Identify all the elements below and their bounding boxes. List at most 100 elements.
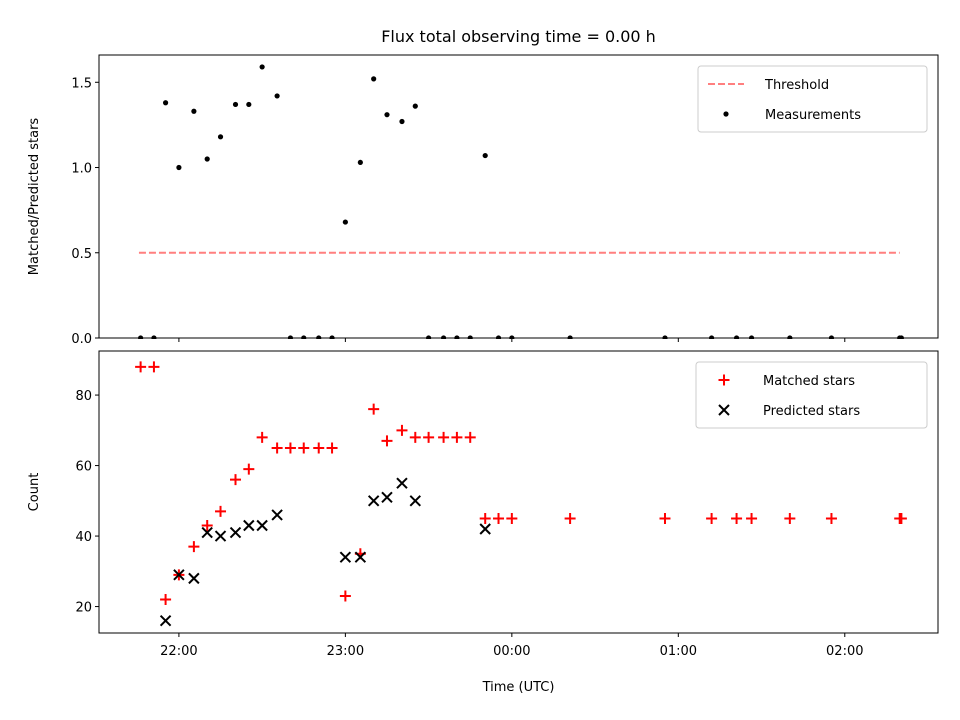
predicted-stars-point (159, 614, 172, 627)
predicted-stars-point (339, 551, 352, 563)
y-tick-label: 80 (75, 389, 92, 404)
matched-stars-point (825, 512, 837, 524)
matched-stars-point (464, 431, 476, 443)
measurements-point (482, 152, 488, 159)
measurements-point (371, 76, 377, 82)
matched-stars-point (506, 512, 518, 524)
y-tick-label: 20 (75, 601, 92, 616)
axes-frame (98, 54, 939, 339)
measurements-point (162, 100, 169, 106)
predicted-stars-point (271, 509, 283, 521)
y-tick-label: 0.0 (71, 332, 92, 347)
matched-stars-point (381, 435, 393, 447)
matched-stars-point (326, 442, 338, 454)
matched-stars-point (160, 594, 172, 606)
y-tick-label: 1.5 (71, 76, 92, 91)
matched-stars-point (659, 512, 671, 524)
matched-stars-point (148, 361, 160, 373)
matched-stars-point (230, 474, 242, 486)
predicted-stars-point (367, 495, 380, 507)
predicted-stars-point (354, 551, 367, 563)
measurements-point (412, 103, 418, 109)
predicted-stars-point (173, 569, 185, 581)
matched-stars-point (706, 512, 718, 524)
predicted-stars-point (229, 526, 242, 539)
count-panel: 20 40 60 80 22:00 23:00 00:00 01:00 02:00 Count Ti… (27, 350, 939, 695)
predicted-stars-point (201, 526, 213, 539)
y-tick-label: 60 (75, 460, 92, 475)
measurements-point (274, 93, 280, 99)
matched-stars-point (409, 431, 421, 443)
y-tick-label: 1.0 (71, 162, 92, 177)
legend-handle (718, 374, 730, 386)
measurements-point (357, 159, 363, 166)
x-tick-label: 23:00 (327, 644, 364, 659)
matched-stars-point (731, 512, 743, 524)
legend-box (697, 65, 928, 133)
measurements-point (399, 118, 405, 125)
matched-stars-point (271, 442, 283, 454)
predicted-stars-point (214, 530, 227, 542)
legend: Matched stars Predicted stars (695, 361, 928, 429)
predicted-stars-point (256, 519, 268, 532)
matched-stars-point (368, 403, 380, 415)
matched-stars-point (215, 505, 227, 517)
matched-stars-point (135, 361, 147, 373)
matched-stars-point (201, 519, 213, 531)
measurements-point (176, 164, 182, 171)
matched-stars-point (564, 512, 576, 524)
measurements-point (232, 101, 239, 108)
matched-stars-point (895, 512, 907, 524)
matched-stars-point (313, 442, 325, 454)
matched-stars-point (243, 463, 255, 475)
x-tick-label: 22:00 (160, 644, 197, 659)
matched-stars-point (339, 590, 351, 602)
matched-stars-point (256, 431, 268, 443)
data-marks (135, 361, 907, 627)
matched-stars-point (493, 512, 505, 524)
measurements-point (191, 108, 197, 114)
predicted-stars-point (396, 477, 408, 489)
y-axis-label: Matched/Predicted stars (27, 118, 42, 276)
axes-frame (98, 350, 939, 634)
predicted-stars-point (479, 523, 491, 535)
measurements-point (342, 219, 348, 225)
predicted-stars-point (243, 519, 255, 532)
legend: Threshold Measurements (697, 65, 928, 133)
x-tick-label: 00:00 (493, 644, 530, 659)
matched-stars-point (451, 431, 463, 443)
matched-stars-point (284, 442, 296, 454)
matched-stars-point (423, 431, 435, 443)
matched-stars-point (479, 512, 491, 524)
matched-stars-point (188, 541, 200, 553)
y-axis-label: Count (27, 473, 42, 512)
matched-stars-point (298, 442, 310, 454)
ratio-panel: 0.0 0.5 1.0 1.5 Matched/Predicted stars Thres… (27, 54, 939, 347)
x-tick-label: 01:00 (660, 644, 697, 659)
matched-stars-point (438, 431, 450, 443)
predicted-stars-point (381, 491, 393, 503)
matched-stars-point (784, 512, 796, 524)
legend-label: Threshold (764, 78, 829, 93)
measurements-point (217, 134, 224, 140)
measurements-point (259, 64, 265, 70)
predicted-stars-point (188, 572, 200, 585)
legend-handle (718, 404, 730, 416)
legend-label: Measurements (765, 108, 861, 123)
chart-title: Flux total observing time = 0.00 h (381, 27, 656, 46)
x-axis-label: Time (UTC) (482, 680, 555, 695)
legend-box (695, 361, 928, 429)
legend-label: Predicted stars (763, 404, 860, 419)
matched-stars-point (746, 512, 758, 524)
measurements-point (204, 156, 210, 162)
y-tick-label: 0.5 (71, 247, 92, 262)
matched-stars-point (396, 424, 408, 436)
y-tick-label: 40 (75, 530, 92, 545)
measurements-point (246, 101, 252, 108)
measurements-point (384, 112, 390, 118)
x-tick-label: 02:00 (826, 644, 863, 659)
predicted-stars-point (409, 495, 421, 507)
legend-label: Matched stars (763, 374, 855, 389)
legend-handle (723, 111, 729, 117)
